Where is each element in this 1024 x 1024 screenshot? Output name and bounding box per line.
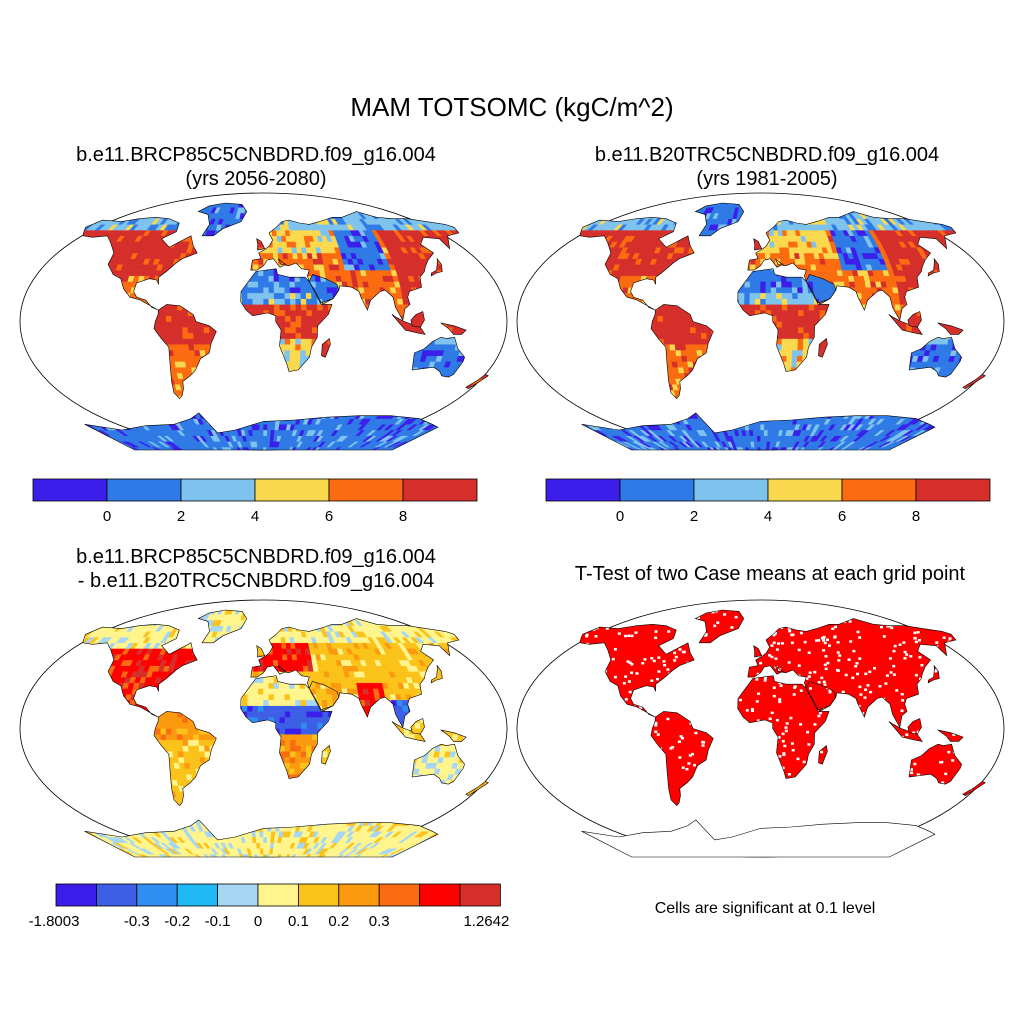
colorbar-rcp85-label: 6 [325, 508, 333, 525]
colorbar-difference-label: -0.3 [124, 913, 150, 930]
colorbar-historical-swatch [841, 478, 917, 502]
colorbar-rcp85-swatch [180, 478, 256, 502]
colorbar-rcp85-label: 8 [399, 508, 407, 525]
panel-3-title: b.e11.BRCP85C5CNBDRD.f09_g16.004 - b.e11… [36, 545, 476, 593]
colorbar-rcp85-label: 0 [103, 508, 111, 525]
panel-1-title-line2: (yrs 2056-2080) [185, 168, 327, 190]
colorbar-historical-label: 4 [764, 508, 772, 525]
colorbar-historical-swatch [693, 478, 769, 502]
colorbar-rcp85-swatch [106, 478, 182, 502]
colorbar-difference-label: -1.8003 [29, 913, 80, 930]
panel-2-title: b.e11.B20TRC5CNBDRD.f09_g16.004 (yrs 198… [547, 143, 987, 191]
main-title: MAM TOTSOMC (kgC/m^2) [350, 92, 674, 122]
colorbar-difference-label: 0 [254, 913, 262, 930]
colorbar-difference-swatch [378, 883, 421, 907]
colorbar-rcp85-swatch [32, 478, 108, 502]
panel-3-title-line1: b.e11.BRCP85C5CNBDRD.f09_g16.004 [76, 546, 436, 568]
colorbar-historical-label: 2 [690, 508, 698, 525]
colorbar-rcp85-swatch [328, 478, 404, 502]
colorbar-difference-swatch [176, 883, 218, 907]
map-ttest [516, 599, 1005, 858]
colorbar-historical-swatch [767, 478, 843, 502]
colorbar-historical-label: 0 [616, 508, 624, 525]
colorbar-rcp85-label: 4 [251, 508, 259, 525]
colorbar-difference-swatch [338, 883, 380, 907]
map-ttest-japan [928, 665, 940, 683]
colorbar-difference-swatch [136, 883, 178, 907]
colorbar-historical-swatch [545, 478, 621, 502]
colorbar-difference-swatch [459, 883, 501, 907]
colorbar-difference-label: 0.1 [288, 913, 309, 930]
map-difference [19, 599, 508, 858]
colorbar-historical-label: 8 [912, 508, 920, 525]
panel-2-title-line2: (yrs 1981-2005) [696, 168, 838, 190]
map-ttest-antarctica [581, 819, 935, 857]
map-rcp85 [19, 192, 508, 451]
colorbar-difference-label: -0.2 [164, 913, 190, 930]
colorbar-difference-swatch [96, 883, 138, 907]
colorbar-rcp85-swatch [402, 478, 478, 502]
colorbar-difference-swatch [257, 883, 299, 907]
colorbar-historical-swatch [619, 478, 695, 502]
colorbar-historical-label: 6 [838, 508, 846, 525]
colorbar-difference-label: 0.2 [328, 913, 349, 930]
panel-4-title-line1: T-Test of two Case means at each grid po… [574, 563, 966, 585]
colorbar-difference-swatch [217, 883, 259, 907]
panel-2-title-line1: b.e11.B20TRC5CNBDRD.f09_g16.004 [594, 144, 940, 166]
colorbar-difference-swatch [419, 883, 461, 907]
colorbar-rcp85-label: 2 [177, 508, 185, 525]
colorbar-difference-swatch [55, 883, 97, 907]
panel-3-title-line2: - b.e11.B20TRC5CNBDRD.f09_g16.004 [77, 570, 435, 592]
panel-1-title-line1: b.e11.BRCP85C5CNBDRD.f09_g16.004 [76, 144, 436, 166]
map-historical [516, 192, 1005, 451]
panel-1-title: b.e11.BRCP85C5CNBDRD.f09_g16.004 (yrs 20… [36, 143, 476, 191]
colorbar-rcp85-swatch [254, 478, 330, 502]
colorbar-difference-label: -0.1 [205, 913, 231, 930]
colorbar-historical-swatch [915, 478, 991, 502]
significance-note: Cells are significant at 0.1 level [654, 900, 876, 917]
colorbar-difference-label: 0.3 [369, 913, 390, 930]
colorbar-difference-label: 1.2642 [463, 913, 509, 930]
colorbar-difference-swatch [297, 883, 340, 907]
panel-4-title: T-Test of two Case means at each grid po… [520, 562, 1020, 586]
